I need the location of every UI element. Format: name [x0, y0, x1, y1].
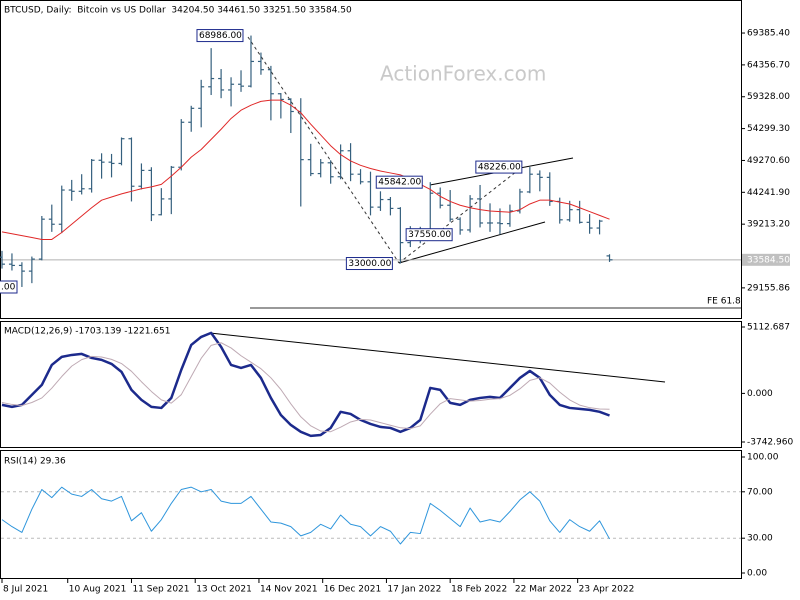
x-tick-label: 22 Mar 2022 [515, 585, 572, 595]
price-annotation: 45842.00 [378, 178, 421, 188]
y-tick-label: 69385.40 [747, 29, 790, 39]
y-tick-label: 100.00 [747, 453, 779, 463]
x-tick-label: 23 Apr 2022 [579, 585, 635, 595]
x-tick-label: 13 Oct 2021 [196, 585, 252, 595]
indicator-line [1, 342, 610, 433]
rsi-panel [0, 450, 742, 579]
current-price-label: 33584.50 [747, 255, 790, 265]
price-annotation-box [345, 257, 393, 271]
indicator-line [1, 486, 610, 545]
price-panel [0, 0, 742, 319]
y-tick-label: 39213.20 [747, 220, 790, 230]
y-tick-label: 5112.687 [747, 323, 790, 333]
y-tick-label: 0.00 [747, 569, 767, 579]
indicator-line [1, 331, 610, 438]
y-tick-label: 64356.70 [747, 60, 790, 70]
x-tick-label: 10 Aug 2021 [69, 585, 127, 595]
cut-label-box [0, 280, 18, 294]
y-tick-label: 29155.86 [747, 283, 790, 293]
cut-label: .00 [1, 283, 16, 293]
y-tick-label: 49270.60 [747, 156, 790, 166]
x-tick-label: 16 Dec 2021 [324, 585, 382, 595]
macd-panel [0, 321, 742, 448]
price-annotation-box [405, 228, 453, 242]
fib-line [398, 167, 522, 264]
x-tick-label: 18 Feb 2022 [451, 585, 507, 595]
x-tick-label: 8 Jul 2021 [3, 585, 48, 595]
channel-line [398, 221, 546, 264]
y-tick-label: 30.00 [747, 534, 773, 544]
rsi-title: RSI(14) 29.36 [4, 457, 66, 467]
indicator-line [1, 99, 610, 240]
macd-trendline [209, 332, 666, 383]
price-annotation: 48226.00 [478, 163, 521, 173]
price-annotation: 37550.00 [408, 230, 451, 240]
y-tick-label: 44241.90 [747, 188, 790, 198]
y-tick-label: 59328.00 [747, 92, 790, 102]
fe-label: FE 61.8 [707, 297, 741, 307]
price-annotation-box [375, 175, 423, 189]
x-tick-label: 14 Nov 2021 [260, 585, 318, 595]
price-annotation-box [475, 160, 523, 174]
price-annotation: 68986.00 [199, 31, 242, 41]
price-annotation: 33000.00 [348, 259, 391, 269]
current-price-box [742, 253, 790, 266]
y-tick-label: 70.00 [747, 487, 773, 497]
watermark: ActionForex.com [380, 62, 546, 86]
macd-title: MACD(12,26,9) -1703.139 -1221.651 [4, 327, 170, 337]
price-annotation-box [196, 29, 244, 43]
chart-title: BTCUSD, Daily: Bitcoin vs US Dollar 3420… [4, 6, 352, 16]
y-tick-label: 54299.30 [747, 124, 790, 134]
x-tick-label: 17 Jan 2022 [387, 585, 441, 595]
y-tick-label: -3742.960 [747, 438, 793, 448]
x-tick-label: 11 Sep 2021 [132, 585, 189, 595]
y-tick-label: 0.000 [747, 389, 773, 399]
